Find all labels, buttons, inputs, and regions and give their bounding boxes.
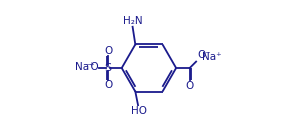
Text: O: O: [186, 81, 194, 91]
Text: O: O: [104, 80, 112, 90]
Text: Na⁺: Na⁺: [74, 62, 94, 72]
Text: O: O: [104, 46, 112, 56]
Text: H₂N: H₂N: [123, 16, 142, 26]
Text: Na⁺: Na⁺: [202, 52, 221, 62]
Text: O⁻: O⁻: [198, 50, 211, 60]
Text: HO: HO: [131, 106, 147, 116]
Text: S: S: [105, 63, 112, 73]
Text: ⁻O: ⁻O: [85, 62, 99, 72]
